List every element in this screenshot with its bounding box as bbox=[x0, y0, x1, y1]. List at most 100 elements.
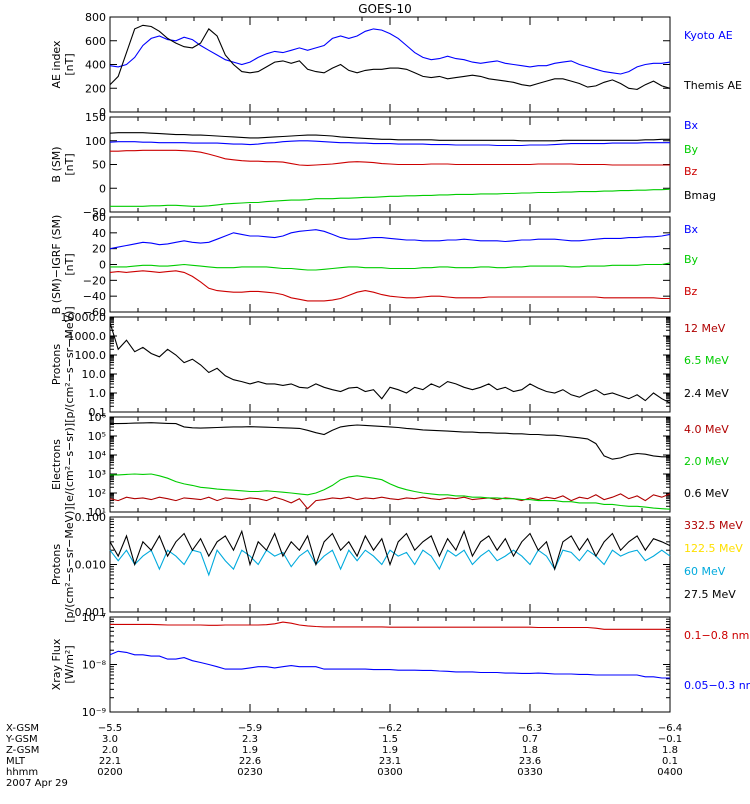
legend-themis-ae: Themis AE bbox=[683, 79, 742, 92]
series-bz bbox=[110, 149, 670, 166]
x-row-label: hhmm bbox=[6, 767, 38, 778]
panel-dbigrf: −60 −40 −20 0 20 40 60 B (SM)−IGRF (SM) [nT] Bx By… bbox=[50, 211, 699, 319]
panel-protons: 0.1 1.0 10.0 100.0 1000.0 10000.0 Protons [p/(c… bbox=[50, 306, 729, 422]
panel-frame bbox=[109, 316, 671, 413]
legend-0-6-mev: 0.6 MeV bbox=[684, 487, 729, 500]
legend-2-4-mev: 2.4 MeV bbox=[684, 387, 729, 400]
series-60-mev bbox=[109, 549, 671, 577]
legend-bx: Bx bbox=[684, 119, 699, 132]
legend-6-5-mev: 6.5 MeV bbox=[684, 354, 729, 367]
y-axis-label: Protons bbox=[50, 344, 63, 385]
y-tick-label: −40 bbox=[83, 290, 106, 303]
legend-bz: Bz bbox=[684, 285, 698, 298]
series-27-5-mev bbox=[109, 529, 671, 572]
y-axis-unit: [nT] bbox=[63, 153, 76, 175]
legend-by: By bbox=[684, 253, 699, 266]
x-row-label: X-GSM bbox=[6, 723, 39, 734]
y-tick-label: 40 bbox=[92, 227, 106, 240]
legend-27-5-mev: 27.5 MeV bbox=[684, 588, 736, 601]
x-tick-value: −0.1 bbox=[658, 734, 682, 745]
series-bmag bbox=[109, 132, 670, 142]
x-tick-value: 0230 bbox=[237, 767, 262, 778]
x-tick-value: 3.0 bbox=[102, 734, 118, 745]
y-axis-label: AE index bbox=[50, 40, 63, 89]
legend-0-05-0-3-nm: 0.05−0.3 nm bbox=[684, 679, 750, 692]
y-tick-label: 0.001 bbox=[75, 606, 107, 619]
x-tick-value: 0.7 bbox=[522, 734, 538, 745]
y-tick-label: 1000.0 bbox=[68, 330, 107, 343]
x-tick-value: 22.6 bbox=[239, 756, 261, 767]
y-tick-label: 10⁶ bbox=[88, 411, 107, 424]
y-axis-unit: [e/(cm²−s−sr)] bbox=[63, 423, 76, 506]
panel-b: −50 0 50 100 150 B (SM) [nT] Bx By Bz Bmag bbox=[50, 111, 716, 219]
x-tick-value: 23.1 bbox=[379, 756, 401, 767]
legend-bx: Bx bbox=[684, 223, 699, 236]
legend-bz: Bz bbox=[684, 165, 698, 178]
y-tick-label: −20 bbox=[83, 274, 106, 287]
y-tick-label: 600 bbox=[85, 35, 106, 48]
x-row-label: MLT bbox=[6, 756, 26, 767]
legend-bmag: Bmag bbox=[684, 189, 716, 202]
x-tick-value: −6.2 bbox=[378, 723, 402, 734]
y-tick-label: 10² bbox=[88, 487, 106, 500]
series-by bbox=[110, 188, 671, 207]
legend-0-1-0-8-nm: 0.1−0.8 nm bbox=[684, 629, 749, 642]
panel-frame bbox=[109, 16, 671, 113]
series-0-6-mev bbox=[110, 422, 670, 460]
series-2-4-mev bbox=[109, 322, 671, 404]
y-tick-label: 1.0 bbox=[89, 387, 107, 400]
y-tick-label: 50 bbox=[92, 159, 106, 172]
legend-2-0-mev: 2.0 MeV bbox=[684, 455, 729, 468]
y-axis-unit: [p/(cm²−s−sr−MeV)] bbox=[63, 306, 76, 422]
y-tick-label: 0 bbox=[99, 106, 106, 119]
panel-ae: 0 200 400 600 800 AE index [nT] Kyoto AE Themis … bbox=[50, 11, 742, 119]
x-tick-value: 2.3 bbox=[242, 734, 258, 745]
x-row-label: Z-GSM bbox=[6, 745, 39, 756]
y-tick-label: −50 bbox=[83, 206, 106, 219]
legend-by: By bbox=[684, 143, 699, 156]
y-tick-label: 10⁵ bbox=[88, 430, 106, 443]
series-bx bbox=[109, 140, 670, 147]
y-tick-label: 10⁻⁸ bbox=[82, 659, 107, 672]
y-tick-label: 10⁻⁷ bbox=[82, 611, 106, 624]
y-axis-unit: [nT] bbox=[63, 53, 76, 75]
series-bx bbox=[109, 229, 671, 250]
series-2-0-mev bbox=[110, 473, 671, 510]
y-tick-label: 10⁻⁹ bbox=[82, 706, 106, 719]
x-axis-date: 2007 Apr 29 bbox=[6, 778, 68, 789]
x-tick-value: −5.9 bbox=[238, 723, 262, 734]
y-tick-label: 800 bbox=[85, 11, 106, 24]
y-tick-label: 20 bbox=[92, 243, 106, 256]
y-tick-label: 100 bbox=[85, 135, 106, 148]
x-tick-value: 1.8 bbox=[662, 745, 678, 756]
series-4-0-mev bbox=[109, 493, 671, 510]
y-tick-label: 10¹ bbox=[88, 506, 106, 519]
y-tick-label: −60 bbox=[83, 306, 106, 319]
panel-hi-protons: 0.001 0.010 0.100 Protons [p/(cm²−s−sr−MeV)]… bbox=[50, 506, 743, 622]
x-tick-value: 1.9 bbox=[382, 745, 398, 756]
y-tick-label: 150 bbox=[85, 111, 106, 124]
x-tick-value: 23.6 bbox=[519, 756, 541, 767]
x-tick-value: 0400 bbox=[657, 767, 682, 778]
y-tick-label: 10³ bbox=[88, 468, 106, 481]
y-tick-label: 100.0 bbox=[75, 349, 107, 362]
series-kyoto-ae bbox=[109, 28, 671, 75]
legend-60-mev: 60 MeV bbox=[684, 565, 726, 578]
x-tick-value: 0200 bbox=[97, 767, 122, 778]
x-tick-value: 0300 bbox=[377, 767, 402, 778]
legend-12-mev: 12 MeV bbox=[684, 322, 726, 335]
legend-kyoto-ae: Kyoto AE bbox=[684, 29, 733, 42]
y-tick-label: 0.010 bbox=[75, 559, 107, 572]
panel-frame bbox=[109, 416, 671, 513]
legend-122-5-mev: 122.5 MeV bbox=[684, 542, 743, 555]
panel-frame bbox=[109, 616, 671, 713]
y-axis-label: Xray Flux bbox=[50, 638, 63, 690]
plot-title: GOES-10 bbox=[358, 2, 412, 16]
y-axis-unit: [p/(cm²−s−sr−MeV)] bbox=[63, 506, 76, 622]
x-tick-value: 0.1 bbox=[662, 756, 678, 767]
panel-xray: 10⁻⁹ 10⁻⁸ 10⁻⁷ Xray Flux [W/m²] 0.1−0.8 nm 0.0… bbox=[50, 611, 750, 719]
y-tick-label: 10.0 bbox=[82, 368, 107, 381]
x-row-label: Y-GSM bbox=[5, 734, 38, 745]
